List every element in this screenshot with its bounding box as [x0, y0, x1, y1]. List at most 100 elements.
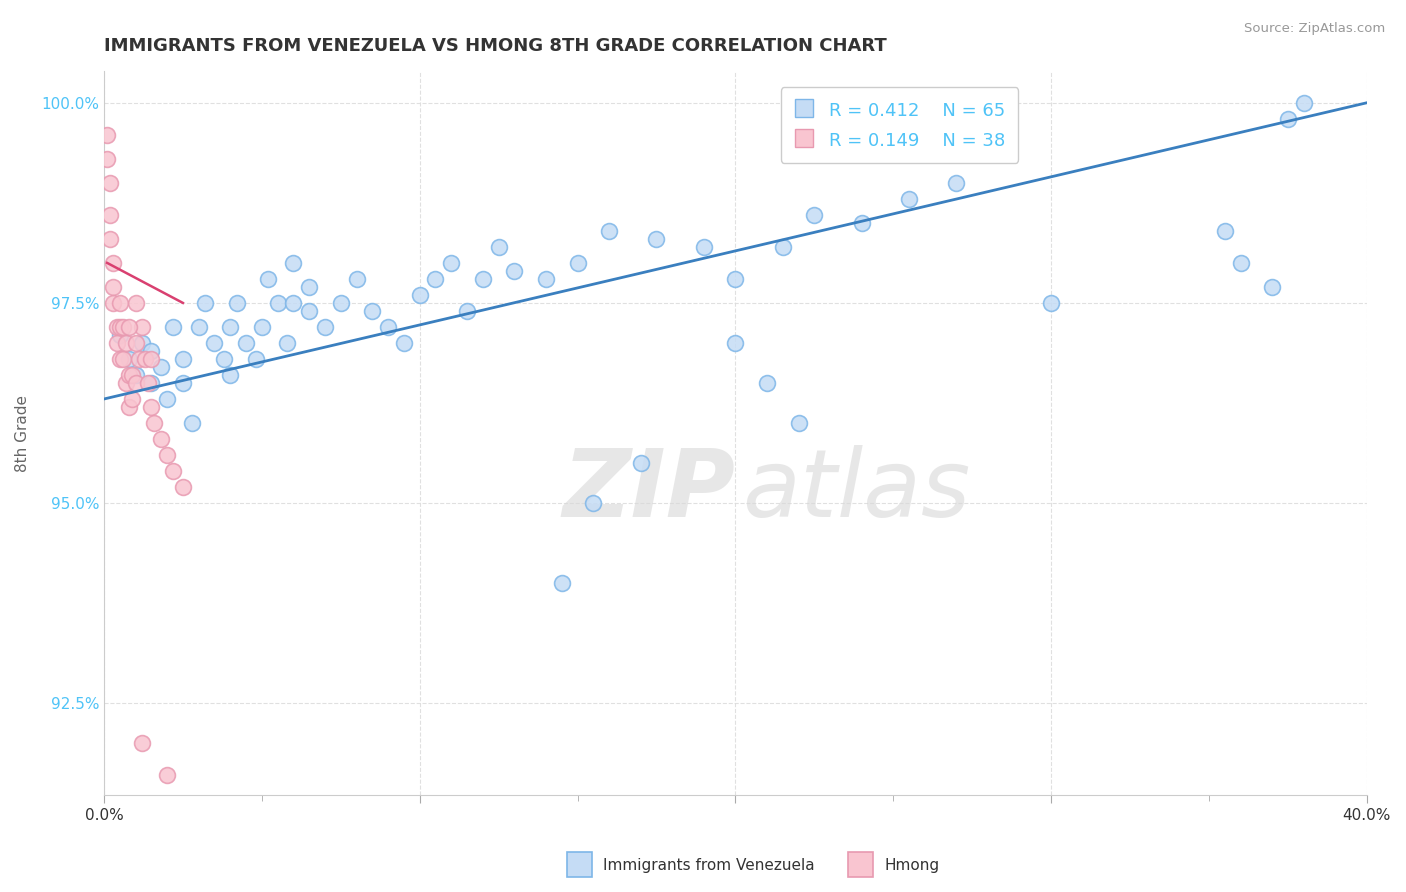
Point — [266, 296, 288, 310]
Point — [1277, 112, 1299, 126]
Point — [551, 576, 574, 591]
Point — [803, 208, 825, 222]
Point — [156, 448, 179, 462]
Point — [772, 240, 794, 254]
Point — [131, 335, 153, 350]
Point — [103, 280, 125, 294]
Point — [143, 416, 166, 430]
Legend: R = 0.412    N = 65, R = 0.149    N = 38: R = 0.412 N = 65, R = 0.149 N = 38 — [780, 87, 1018, 163]
Point — [141, 343, 163, 358]
Text: IMMIGRANTS FROM VENEZUELA VS HMONG 8TH GRADE CORRELATION CHART: IMMIGRANTS FROM VENEZUELA VS HMONG 8TH G… — [104, 37, 887, 55]
Point — [162, 320, 184, 334]
Point — [98, 208, 121, 222]
Point — [115, 376, 138, 390]
Point — [108, 320, 131, 334]
Point — [245, 351, 267, 366]
Point — [121, 392, 143, 406]
Point — [181, 416, 204, 430]
Point — [787, 416, 810, 430]
Point — [136, 376, 159, 390]
Text: ZIP: ZIP — [562, 445, 735, 537]
Y-axis label: 8th Grade: 8th Grade — [15, 394, 30, 472]
Point — [115, 335, 138, 350]
Point — [408, 288, 430, 302]
Point — [172, 351, 194, 366]
Point — [283, 256, 305, 270]
Point — [1261, 280, 1284, 294]
Point — [118, 400, 141, 414]
Point — [111, 351, 134, 366]
Point — [118, 351, 141, 366]
Point — [124, 335, 146, 350]
Point — [346, 272, 368, 286]
Point — [440, 256, 463, 270]
Point — [111, 320, 134, 334]
Point — [103, 256, 125, 270]
Point — [693, 240, 716, 254]
Point — [118, 320, 141, 334]
Point — [1229, 256, 1251, 270]
Point — [121, 368, 143, 382]
Point — [172, 376, 194, 390]
Point — [298, 304, 321, 318]
Point — [225, 296, 247, 310]
Point — [257, 272, 280, 286]
Point — [108, 296, 131, 310]
Point — [187, 320, 209, 334]
Point — [755, 376, 778, 390]
Text: Hmong: Hmong — [884, 858, 939, 872]
Point — [124, 376, 146, 390]
Point — [118, 368, 141, 382]
Point — [98, 232, 121, 246]
Point — [124, 368, 146, 382]
Text: Immigrants from Venezuela: Immigrants from Venezuela — [603, 858, 815, 872]
Point — [141, 351, 163, 366]
Point — [250, 320, 273, 334]
Point — [276, 335, 298, 350]
Point — [1213, 224, 1236, 238]
Point — [108, 327, 131, 342]
Point — [898, 192, 921, 206]
Point — [172, 480, 194, 494]
Point — [724, 272, 747, 286]
Point — [141, 400, 163, 414]
Text: Source: ZipAtlas.com: Source: ZipAtlas.com — [1244, 22, 1385, 36]
Point — [149, 359, 172, 374]
Point — [134, 351, 156, 366]
Point — [219, 320, 242, 334]
Point — [298, 280, 321, 294]
Point — [98, 176, 121, 190]
Point — [96, 128, 118, 142]
Point — [204, 335, 226, 350]
Point — [377, 320, 399, 334]
Point — [392, 335, 415, 350]
Point — [598, 224, 620, 238]
Point — [534, 272, 557, 286]
Point — [105, 335, 128, 350]
Point — [488, 240, 510, 254]
Point — [471, 272, 494, 286]
Point — [425, 272, 447, 286]
Point — [567, 256, 589, 270]
Point — [194, 296, 217, 310]
Point — [128, 351, 150, 366]
Point — [235, 335, 257, 350]
Point — [361, 304, 384, 318]
Point — [96, 152, 118, 166]
Point — [630, 456, 652, 470]
Point — [149, 432, 172, 446]
Point — [945, 176, 967, 190]
Point — [582, 496, 605, 510]
Point — [724, 335, 747, 350]
Point — [108, 351, 131, 366]
Point — [219, 368, 242, 382]
Point — [1040, 296, 1063, 310]
Point — [503, 264, 526, 278]
Point — [851, 216, 873, 230]
Point — [456, 304, 478, 318]
Point — [162, 464, 184, 478]
Point — [645, 232, 668, 246]
Point — [103, 296, 125, 310]
Point — [156, 392, 179, 406]
Point — [329, 296, 352, 310]
